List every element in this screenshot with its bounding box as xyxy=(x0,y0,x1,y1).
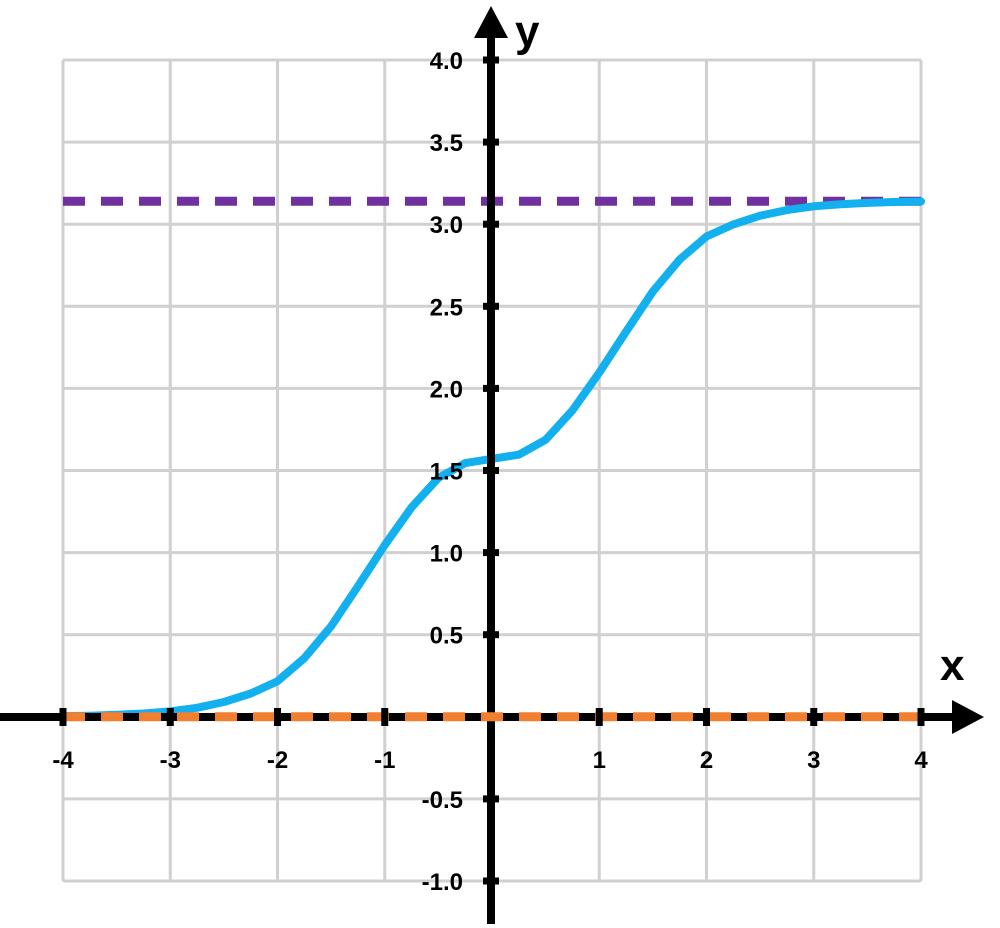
x-tick-label: -2 xyxy=(267,747,288,774)
x-tick-label: 1 xyxy=(593,747,606,774)
y-tick-label: 2.5 xyxy=(430,294,463,321)
y-tick-label: 2.0 xyxy=(430,376,463,403)
y-axis-arrow xyxy=(474,6,508,38)
y-tick-label: 3.0 xyxy=(430,212,463,239)
x-tick-label: -3 xyxy=(160,747,181,774)
y-tick-label: -0.5 xyxy=(422,787,463,814)
y-tick-label: -1.0 xyxy=(422,869,463,896)
y-tick-label: 4.0 xyxy=(430,48,463,75)
ticks: -4 -3 -2 -1 1 2 3 4 -1.0 -0.5 0.5 1.0 1.5 2.0 2.5 3.0 3.… xyxy=(52,48,928,896)
y-tick-label: 1.5 xyxy=(430,459,463,486)
x-tick-label: 2 xyxy=(700,747,713,774)
y-tick-label: 0.5 xyxy=(430,623,463,650)
x-tick-label: -1 xyxy=(374,747,395,774)
x-tick-label: 3 xyxy=(807,747,820,774)
x-axis-arrow xyxy=(952,700,984,734)
y-tick-label: 1.0 xyxy=(430,541,463,568)
x-tick-label: 4 xyxy=(914,747,928,774)
x-axis-label: x xyxy=(940,641,965,690)
y-axis-label: y xyxy=(515,7,540,56)
y-tick-label: 3.5 xyxy=(430,130,463,157)
x-tick-label: -4 xyxy=(52,747,74,774)
